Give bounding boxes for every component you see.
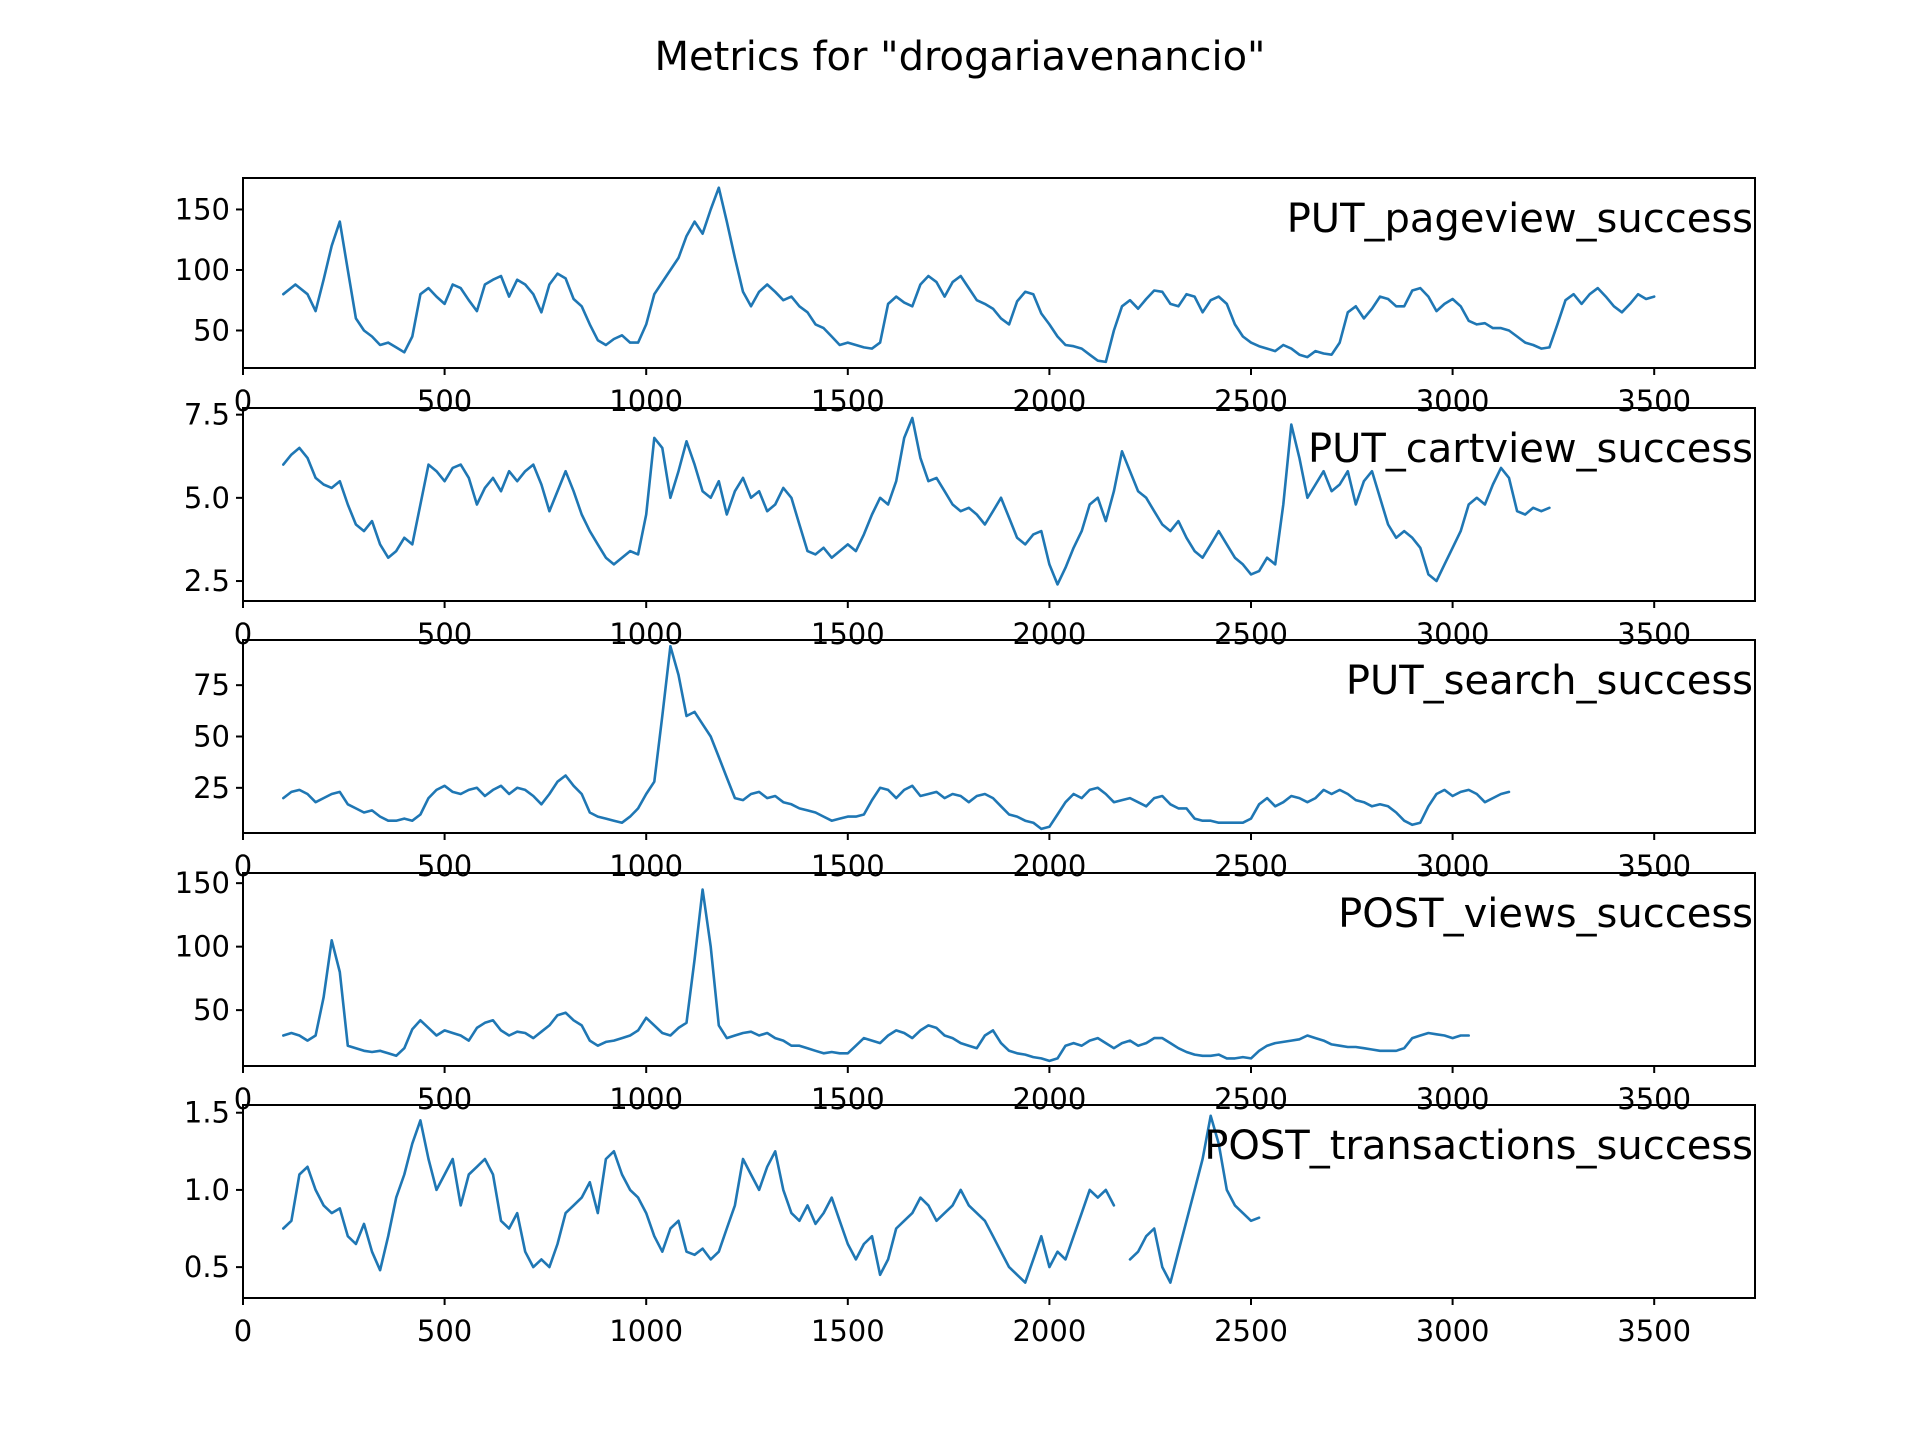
panel-post-transactions-success: 0.5 1.0 1.5 0 500 1000 1500 2000 2500 3000 3500 POS… xyxy=(184,1096,1756,1348)
x-tick-label: 1500 xyxy=(811,1082,885,1116)
x-tick-label: 1000 xyxy=(609,1314,683,1348)
axes-frame xyxy=(242,407,1756,602)
x-tick-label: 2000 xyxy=(1012,1082,1086,1116)
axes-frame xyxy=(242,177,1756,369)
y-tick-label: 150 xyxy=(175,192,230,226)
x-tick-label: 2500 xyxy=(1214,1314,1288,1348)
y-tick-label: 75 xyxy=(193,668,230,702)
x-tick-label: 1500 xyxy=(811,849,885,883)
x-tick-label: 1000 xyxy=(609,849,683,883)
x-tick-label: 1000 xyxy=(609,384,683,418)
y-tick-label: 50 xyxy=(193,313,230,347)
x-tick-label: 500 xyxy=(417,849,472,883)
series-line-segment-1 xyxy=(282,1119,1116,1284)
series-line xyxy=(282,888,1470,1063)
x-tick-label: 0 xyxy=(234,1082,252,1116)
y-tick-label: 50 xyxy=(193,720,230,754)
x-tick-label: 3000 xyxy=(1416,1082,1490,1116)
figure-title: Metrics for "drogariavenancio" xyxy=(655,34,1266,80)
panel-title: PUT_pageview_success xyxy=(1287,196,1753,242)
x-tick-label: 3000 xyxy=(1416,849,1490,883)
x-tick-label: 0 xyxy=(234,849,252,883)
x-tick-label: 2000 xyxy=(1012,849,1086,883)
y-tick-label: 5.0 xyxy=(184,481,230,515)
panel-title: PUT_search_success xyxy=(1346,658,1753,704)
x-tick-label: 2000 xyxy=(1012,384,1086,418)
x-tick-label: 1000 xyxy=(609,617,683,651)
panel-put-search-success: 25 50 75 0 500 1000 1500 2000 2500 3000 3500 PUT_se… xyxy=(193,639,1756,883)
series-line xyxy=(282,416,1551,586)
x-tick-label: 3500 xyxy=(1617,617,1691,651)
x-tick-label: 2000 xyxy=(1012,617,1086,651)
y-tick-label: 25 xyxy=(193,771,230,805)
x-tick-label: 500 xyxy=(417,617,472,651)
axes-frame xyxy=(242,872,1756,1067)
x-tick-label: 500 xyxy=(417,1314,472,1348)
x-tick-label: 3500 xyxy=(1617,384,1691,418)
series-line-segment-2 xyxy=(1128,1114,1261,1284)
x-tick-label: 0 xyxy=(234,1314,252,1348)
x-tick-label: 3000 xyxy=(1416,617,1490,651)
y-tick-label: 150 xyxy=(175,866,230,900)
y-tick-label: 0.5 xyxy=(184,1250,230,1284)
x-tick-label: 500 xyxy=(417,384,472,418)
panel-title: POST_transactions_success xyxy=(1204,1123,1753,1169)
panel-title: POST_views_success xyxy=(1338,891,1753,937)
y-tick-label: 2.5 xyxy=(184,564,230,598)
panel-put-cartview-success: 2.5 5.0 7.5 0 500 1000 1500 2000 2500 3000 3500 PUT… xyxy=(184,398,1756,651)
x-tick-label: 1000 xyxy=(609,1082,683,1116)
x-tick-label: 2500 xyxy=(1214,849,1288,883)
x-tick-label: 500 xyxy=(417,1082,472,1116)
x-tick-label: 1500 xyxy=(811,1314,885,1348)
x-tick-label: 3500 xyxy=(1617,1082,1691,1116)
x-tick-label: 2500 xyxy=(1214,384,1288,418)
axes-frame xyxy=(242,1104,1756,1299)
panel-title: PUT_cartview_success xyxy=(1308,426,1753,472)
series-line xyxy=(282,186,1656,364)
x-tick-label: 0 xyxy=(234,384,252,418)
x-tick-label: 3000 xyxy=(1416,1314,1490,1348)
x-tick-label: 1500 xyxy=(811,384,885,418)
y-tick-label: 100 xyxy=(175,253,230,287)
x-tick-label: 2000 xyxy=(1012,1314,1086,1348)
x-tick-label: 3500 xyxy=(1617,1314,1691,1348)
x-tick-label: 0 xyxy=(234,617,252,651)
x-tick-label: 1500 xyxy=(811,617,885,651)
x-tick-label: 3500 xyxy=(1617,849,1691,883)
y-tick-label: 50 xyxy=(193,993,230,1027)
x-tick-label: 3000 xyxy=(1416,384,1490,418)
series-line xyxy=(282,644,1511,831)
x-tick-label: 2500 xyxy=(1214,1082,1288,1116)
y-tick-label: 1.0 xyxy=(184,1173,230,1207)
y-tick-label: 7.5 xyxy=(184,398,230,432)
y-tick-label: 100 xyxy=(175,930,230,964)
y-tick-label: 1.5 xyxy=(184,1096,230,1130)
x-tick-label: 2500 xyxy=(1214,617,1288,651)
